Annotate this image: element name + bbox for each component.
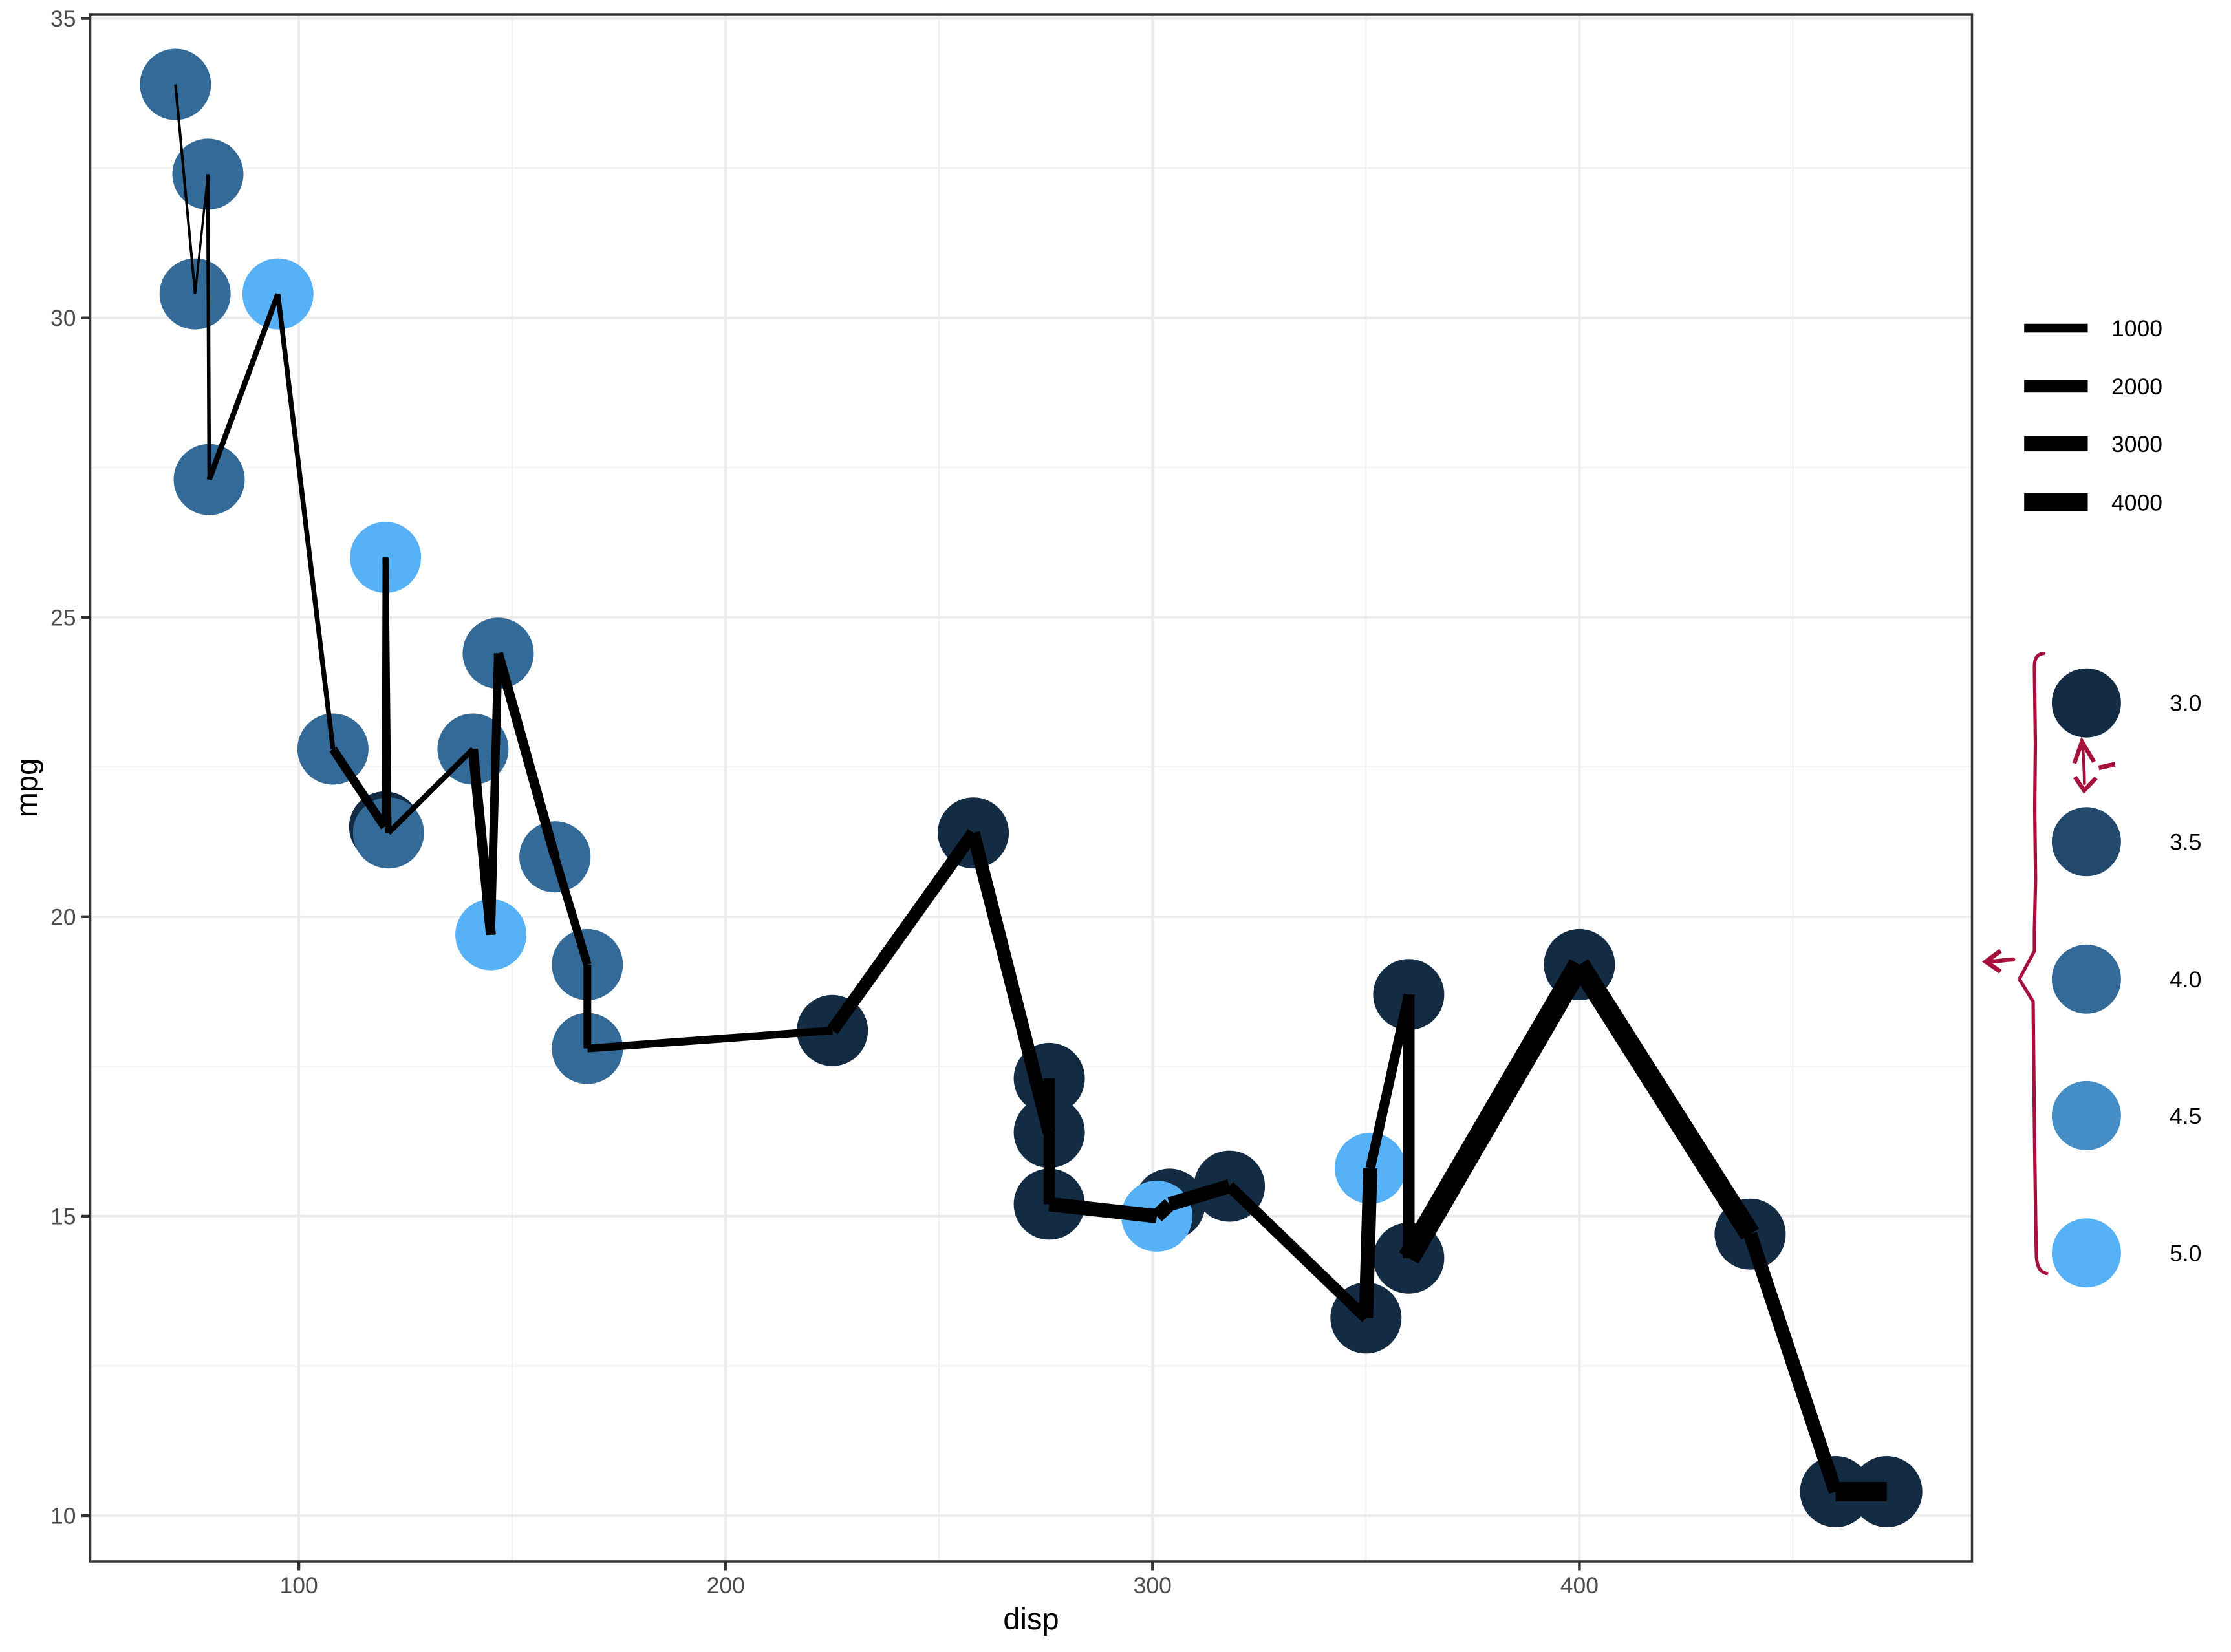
- svg-text:2000: 2000: [2111, 374, 2162, 400]
- svg-text:25: 25: [50, 605, 76, 630]
- svg-text:1000: 1000: [2111, 316, 2162, 341]
- svg-text:disp: disp: [1003, 1602, 1059, 1636]
- svg-text:4.5: 4.5: [2170, 1103, 2201, 1129]
- svg-text:300: 300: [1134, 1572, 1172, 1598]
- svg-text:3000: 3000: [2111, 431, 2162, 457]
- svg-text:10: 10: [50, 1503, 76, 1529]
- svg-text:5.0: 5.0: [2170, 1240, 2201, 1266]
- svg-text:200: 200: [707, 1572, 745, 1598]
- svg-text:3.5: 3.5: [2170, 829, 2201, 855]
- svg-text:4000: 4000: [2111, 489, 2162, 515]
- svg-text:400: 400: [1560, 1572, 1599, 1598]
- svg-text:20: 20: [50, 904, 76, 930]
- svg-text:3.0: 3.0: [2170, 691, 2201, 716]
- svg-text:30: 30: [50, 305, 76, 331]
- svg-text:4.0: 4.0: [2170, 967, 2201, 992]
- svg-text:35: 35: [50, 6, 76, 32]
- svg-text:15: 15: [50, 1203, 76, 1229]
- svg-text:100: 100: [279, 1572, 318, 1598]
- svg-text:mpg: mpg: [9, 758, 43, 817]
